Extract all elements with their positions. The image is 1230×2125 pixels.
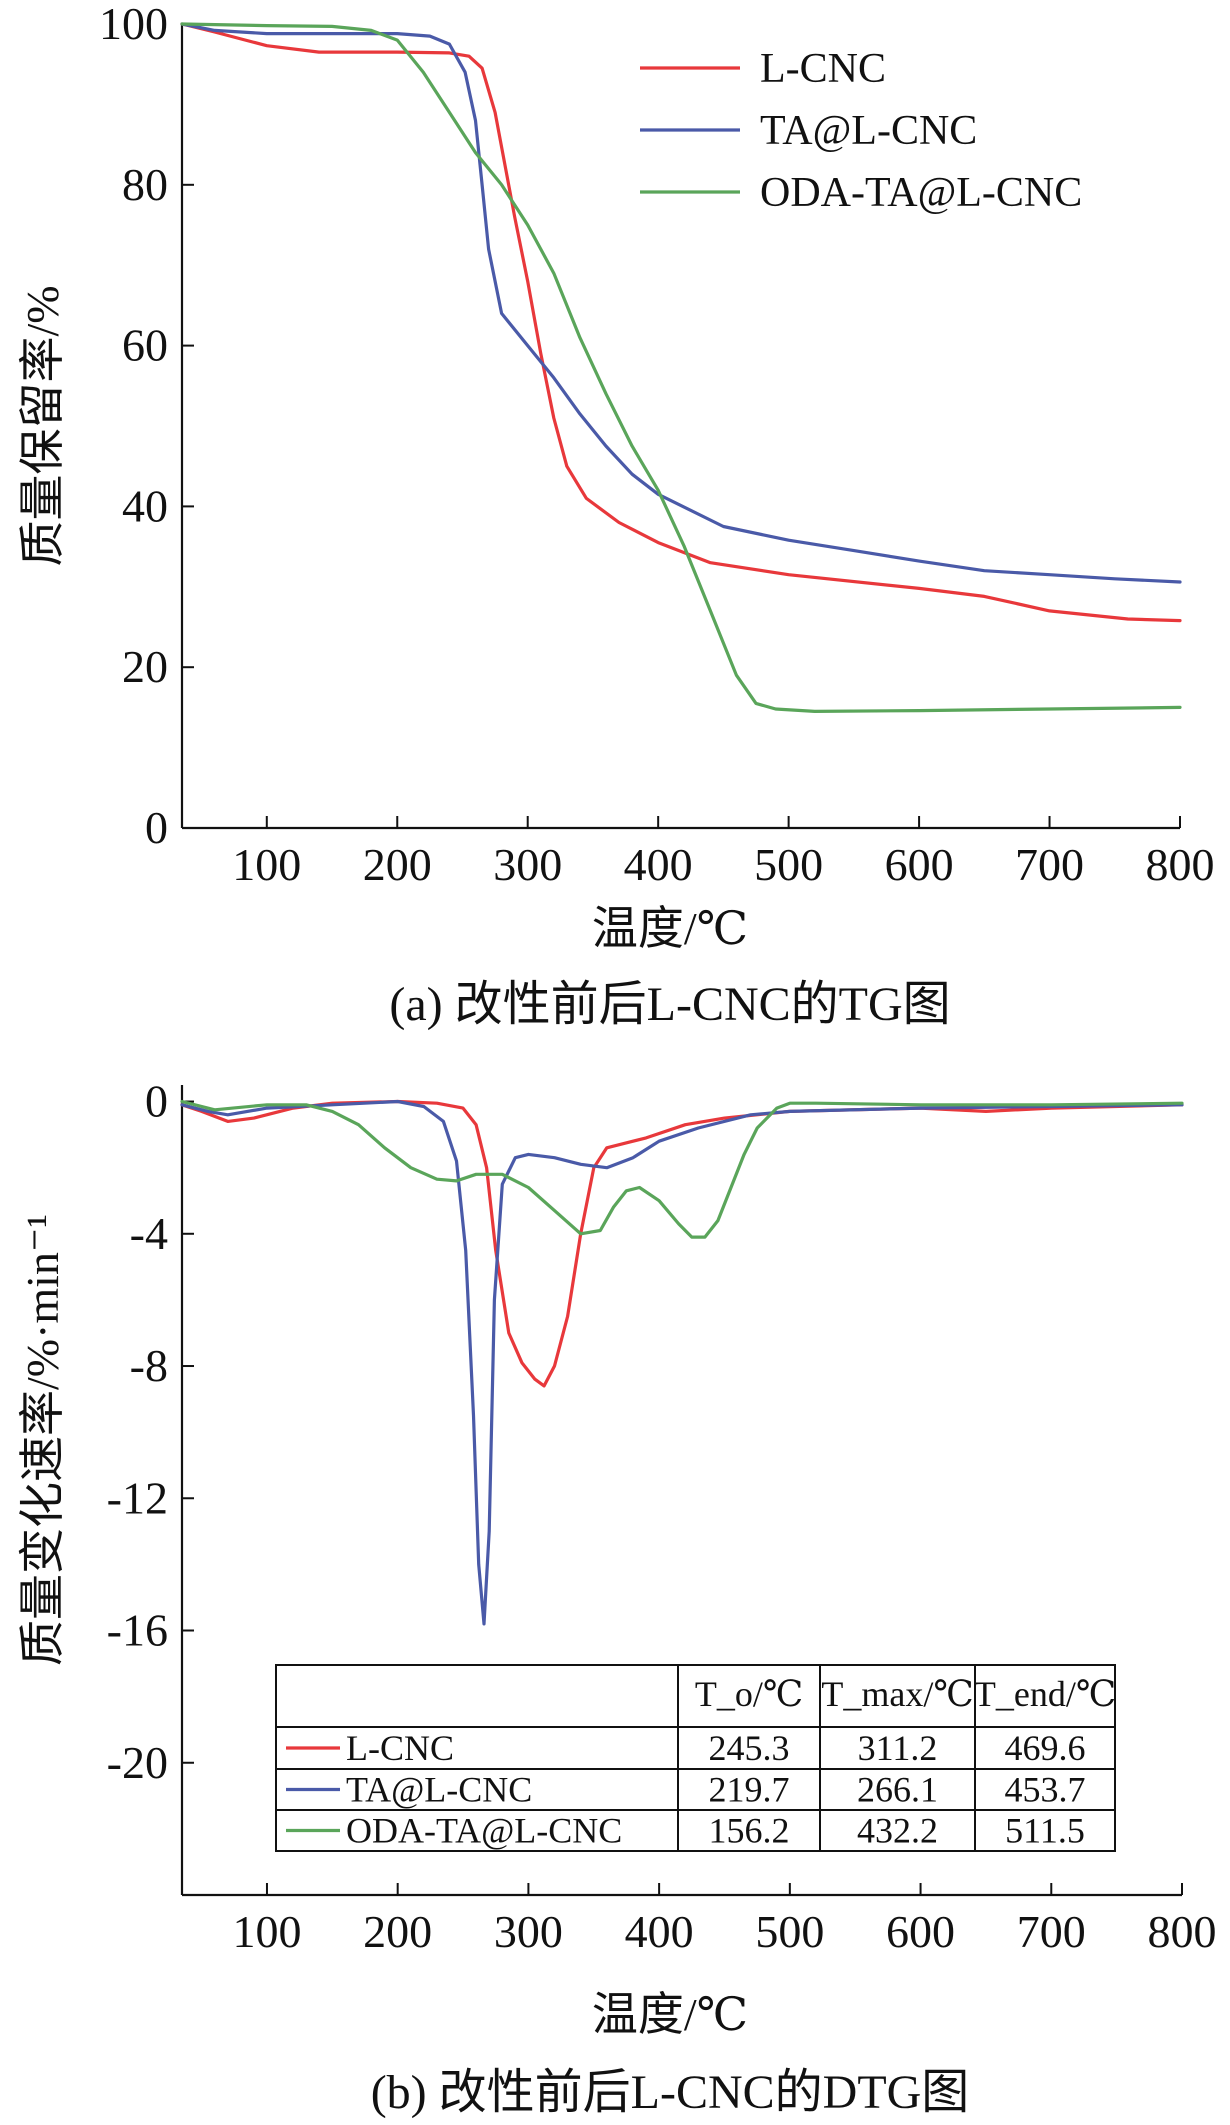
b-y-tick-label: 0: [145, 1076, 168, 1127]
table-header-cell: T_max/℃: [821, 1674, 973, 1714]
b-x-tick-label: 300: [494, 1906, 563, 1957]
a-x-tick-label: 500: [754, 839, 823, 890]
a-x-tick-label: 300: [493, 839, 562, 890]
table-cell: 453.7: [1005, 1770, 1086, 1810]
a-y-tick-label: 0: [145, 802, 168, 853]
tg-legend-label-l-cnc: L-CNC: [760, 46, 886, 92]
a-y-tick-label: 60: [122, 320, 168, 371]
b-x-tick-label: 200: [363, 1906, 432, 1957]
tg-x-axis-label: 温度/℃: [592, 903, 748, 954]
table-header-cell: T_end/℃: [974, 1674, 1116, 1714]
a-x-tick-label: 400: [624, 839, 693, 890]
a-series-ta-at-l-cnc: [180, 22, 1182, 584]
a-x-tick-label: 200: [363, 839, 432, 890]
table-cell: 156.2: [709, 1811, 790, 1851]
table-row-label: TA@L-CNC: [346, 1770, 532, 1810]
tg-legend-label-oda-ta-at-l-cnc: ODA-TA@L-CNC: [760, 170, 1082, 216]
a-y-tick-label: 40: [122, 480, 168, 531]
tg-legend-label-ta-at-l-cnc: TA@L-CNC: [760, 108, 977, 154]
a-series-oda-ta-at-l-cnc: [180, 22, 1182, 713]
a-x-tick-label: 800: [1146, 839, 1215, 890]
b-x-tick-label: 400: [625, 1906, 694, 1957]
b-y-tick-label: -8: [130, 1340, 168, 1391]
tg-chart: 100 200 300 400 500 600 700 800 0 20 40 60 80 100 温度/…: [17, 0, 1215, 1031]
table-cell: 432.2: [857, 1811, 938, 1851]
b-y-tick-label: -20: [107, 1737, 168, 1788]
b-y-tick-label: -4: [130, 1208, 168, 1259]
b-y-tick-label: -12: [107, 1472, 168, 1523]
dtg-data-table: T_o/℃ T_max/℃ T_end/℃ L-CNC 245.3 311.2 469.6 T…: [275, 1664, 1116, 1852]
dtg-y-axis-label: 质量变化速率/%·min⁻¹: [17, 1214, 68, 1666]
table-row-label: ODA-TA@L-CNC: [346, 1811, 622, 1851]
b-x-tick-label: 600: [886, 1906, 955, 1957]
a-y-tick-label: 100: [99, 0, 168, 49]
dtg-x-axis-label: 温度/℃: [592, 1989, 748, 2040]
table-cell: 469.6: [1005, 1728, 1086, 1768]
tg-y-axis-label: 质量保留率/%: [17, 285, 68, 566]
b-series-oda-ta-at-l-cnc: [180, 1099, 1184, 1239]
b-x-tick-label: 800: [1148, 1906, 1217, 1957]
table-cell: 511.5: [1005, 1811, 1085, 1851]
tg-caption: (a) 改性前后L-CNC的TG图: [389, 978, 950, 1031]
table-cell: 266.1: [857, 1770, 938, 1810]
a-x-tick-label: 600: [885, 839, 954, 890]
a-y-tick-label: 20: [122, 641, 168, 692]
dtg-chart: 100 200 300 400 500 600 700 800 0 -4 -8 -12 -16 -20 温…: [17, 1076, 1217, 2119]
table-cell: 219.7: [709, 1770, 790, 1810]
b-series-ta-at-l-cnc: [180, 1099, 1184, 1626]
a-series-l-cnc: [180, 22, 1182, 623]
b-x-tick-label: 100: [232, 1906, 301, 1957]
tg-legend: L-CNC TA@L-CNC ODA-TA@L-CNC: [640, 46, 1082, 216]
b-y-tick-label: -16: [107, 1605, 168, 1656]
table-row-label: L-CNC: [346, 1728, 454, 1768]
dtg-caption: (b) 改性前后L-CNC的DTG图: [371, 2066, 970, 2119]
table-cell: 245.3: [709, 1728, 790, 1768]
a-x-tick-label: 700: [1015, 839, 1084, 890]
b-x-tick-label: 700: [1017, 1906, 1086, 1957]
b-x-tick-label: 500: [755, 1906, 824, 1957]
a-y-tick-label: 80: [122, 159, 168, 210]
a-x-tick-label: 100: [232, 839, 301, 890]
table-cell: 311.2: [858, 1728, 938, 1768]
table-header-cell: T_o/℃: [695, 1674, 803, 1714]
